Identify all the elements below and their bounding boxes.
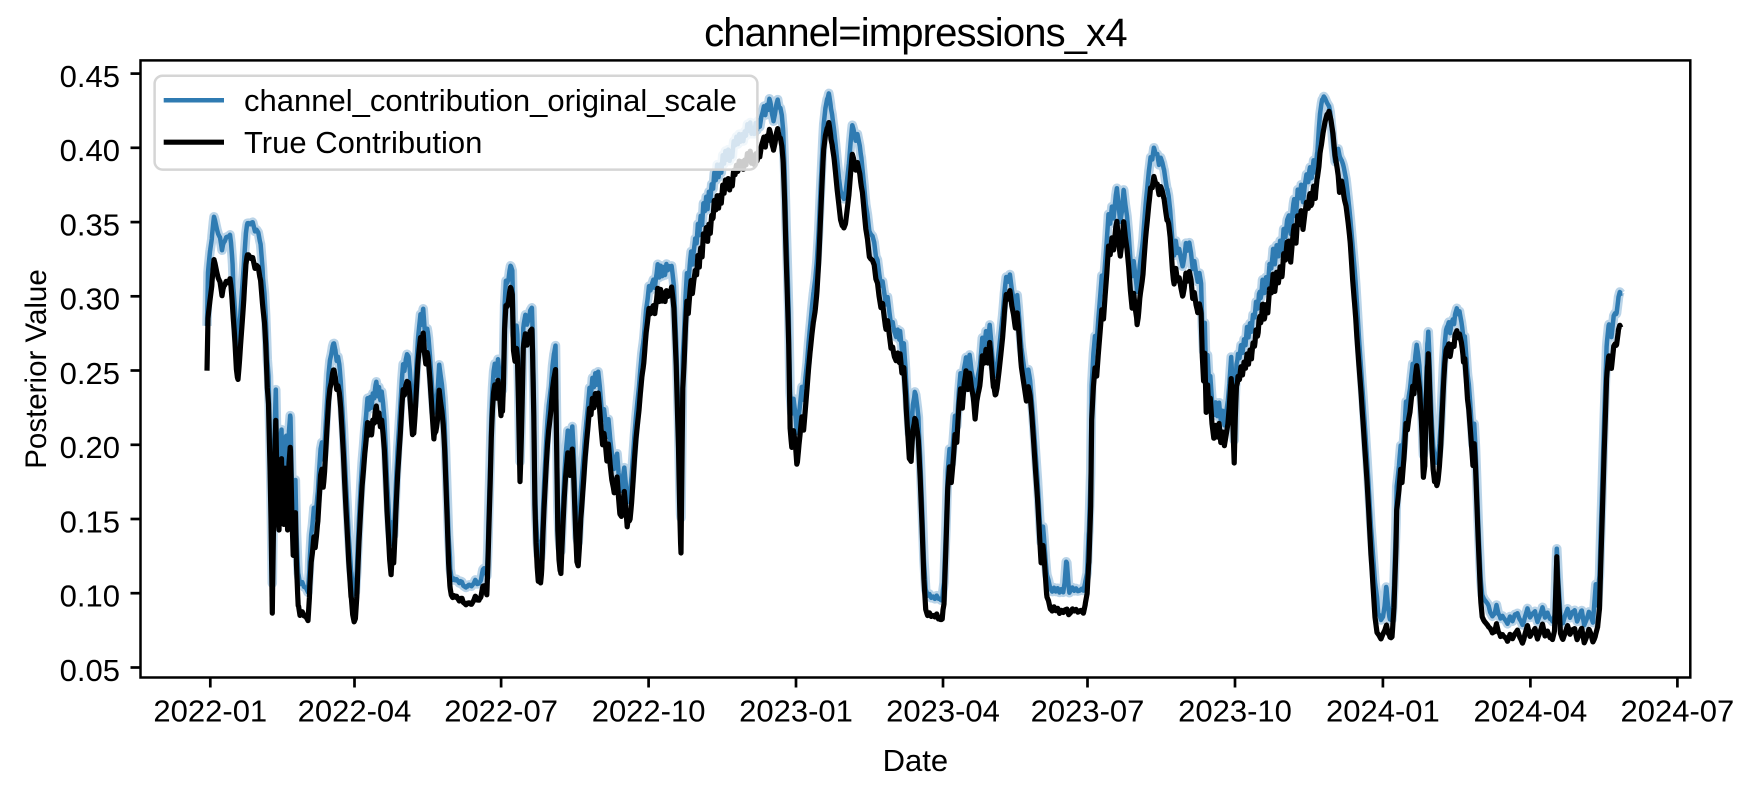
svg-text:2024-07: 2024-07: [1621, 694, 1735, 729]
svg-text:channel=impressions_x4: channel=impressions_x4: [704, 11, 1127, 55]
svg-text:2022-04: 2022-04: [298, 694, 412, 729]
svg-text:2023-10: 2023-10: [1178, 694, 1292, 729]
svg-text:2024-04: 2024-04: [1474, 694, 1588, 729]
svg-text:2023-01: 2023-01: [739, 694, 853, 729]
svg-text:0.25: 0.25: [60, 356, 120, 391]
svg-text:2022-01: 2022-01: [153, 694, 267, 729]
svg-text:2022-07: 2022-07: [444, 694, 558, 729]
svg-text:Posterior Value: Posterior Value: [20, 269, 53, 469]
svg-text:True Contribution: True Contribution: [244, 125, 482, 160]
svg-text:2022-10: 2022-10: [592, 694, 706, 729]
svg-text:0.05: 0.05: [60, 653, 120, 688]
svg-text:0.10: 0.10: [60, 579, 120, 614]
svg-text:2023-07: 2023-07: [1031, 694, 1145, 729]
svg-text:0.20: 0.20: [60, 430, 120, 465]
svg-text:2024-01: 2024-01: [1326, 694, 1440, 729]
svg-text:2023-04: 2023-04: [886, 694, 1000, 729]
svg-text:0.30: 0.30: [60, 282, 120, 317]
svg-text:0.35: 0.35: [60, 208, 120, 243]
svg-text:channel_contribution_original_: channel_contribution_original_scale: [244, 83, 737, 118]
svg-text:0.45: 0.45: [60, 59, 120, 94]
svg-text:0.40: 0.40: [60, 133, 120, 168]
svg-text:0.15: 0.15: [60, 504, 120, 539]
svg-text:Date: Date: [883, 743, 948, 778]
